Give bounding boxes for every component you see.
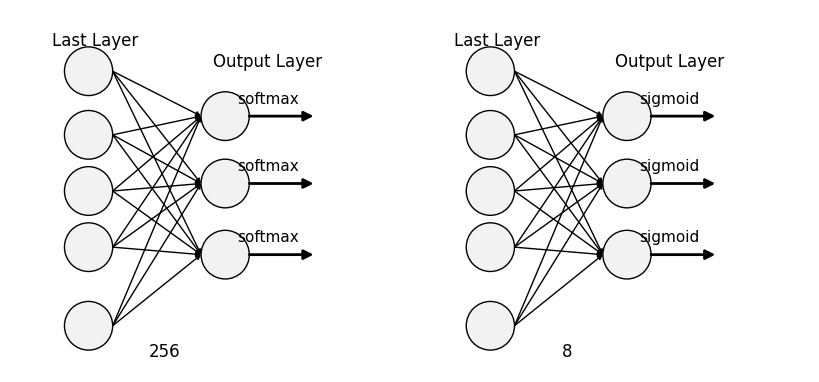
Text: sigmoid: sigmoid: [638, 159, 699, 174]
Ellipse shape: [466, 301, 514, 350]
Ellipse shape: [65, 47, 112, 96]
Text: softmax: softmax: [237, 159, 299, 174]
Ellipse shape: [466, 110, 514, 159]
Text: softmax: softmax: [237, 230, 299, 245]
Text: Last Layer: Last Layer: [52, 32, 138, 50]
Ellipse shape: [602, 230, 650, 279]
Ellipse shape: [466, 47, 514, 96]
Text: softmax: softmax: [237, 92, 299, 107]
Text: 256: 256: [149, 343, 180, 361]
Ellipse shape: [602, 159, 650, 208]
Ellipse shape: [201, 230, 249, 279]
Ellipse shape: [65, 301, 112, 350]
Text: sigmoid: sigmoid: [638, 92, 699, 107]
Text: Last Layer: Last Layer: [454, 32, 540, 50]
Ellipse shape: [65, 167, 112, 215]
Text: 8: 8: [561, 343, 572, 361]
Ellipse shape: [466, 223, 514, 272]
Ellipse shape: [65, 223, 112, 272]
Ellipse shape: [201, 159, 249, 208]
Text: sigmoid: sigmoid: [638, 230, 699, 245]
Text: Output Layer: Output Layer: [614, 53, 723, 71]
Ellipse shape: [201, 92, 249, 141]
Ellipse shape: [602, 92, 650, 141]
Text: Output Layer: Output Layer: [213, 53, 322, 71]
Ellipse shape: [466, 167, 514, 215]
Ellipse shape: [65, 110, 112, 159]
